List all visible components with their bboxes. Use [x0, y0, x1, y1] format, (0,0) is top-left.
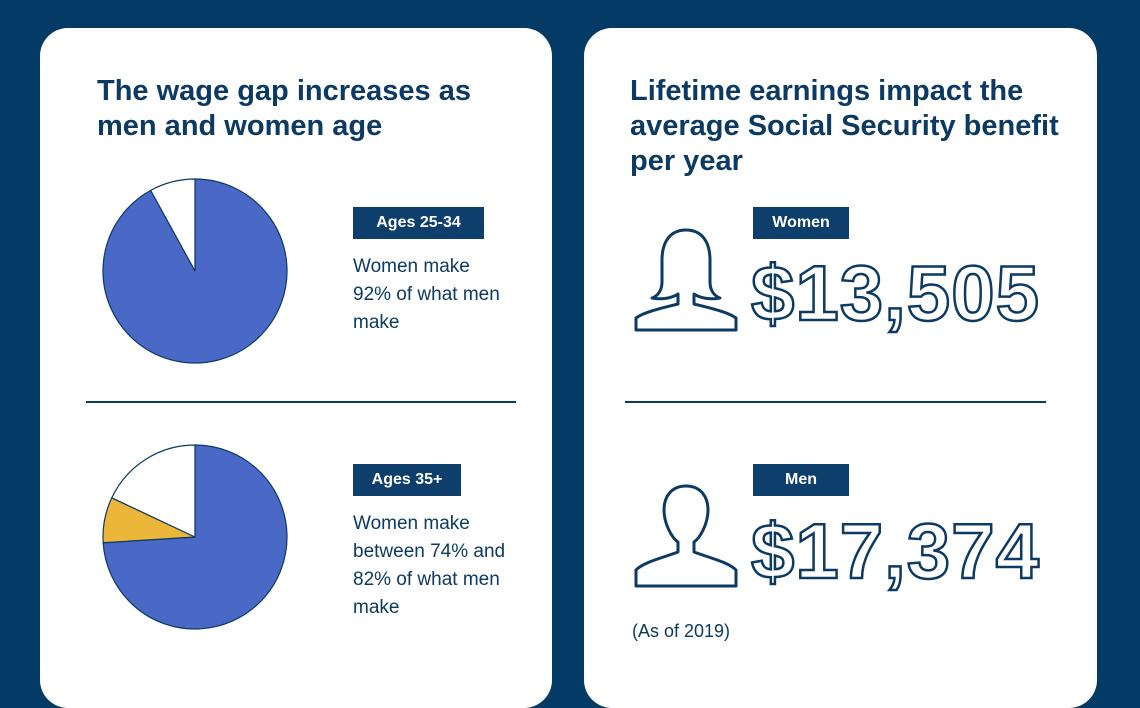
pie-slice-2	[149, 178, 196, 272]
woman-icon	[634, 228, 738, 332]
social-security-card: Lifetime earnings impact the average Soc…	[584, 28, 1097, 708]
social-security-title: Lifetime earnings impact the average Soc…	[630, 75, 1059, 177]
ages-25-34-description: Women make 92% of what men make	[353, 256, 500, 333]
pie-chart-ages-25-34	[102, 178, 288, 364]
as-of-note: (As of 2019)	[632, 621, 731, 641]
women-tag: Women	[753, 207, 849, 239]
section-divider	[625, 401, 1046, 403]
men-benefit-value: $17,374	[750, 507, 1040, 595]
ages-35-plus-tag: Ages 35+	[353, 464, 461, 496]
section-divider	[86, 401, 516, 403]
pie-slice-3	[110, 444, 196, 538]
wage-gap-card: The wage gap increases as men and women …	[40, 28, 552, 708]
man-icon	[634, 484, 738, 588]
ages-35-plus-description: Women make between 74% and 82% of what m…	[353, 513, 506, 618]
wage-gap-title: The wage gap increases as men and women …	[97, 75, 471, 142]
women-benefit-value: $13,505	[750, 249, 1040, 337]
men-tag: Men	[753, 464, 849, 496]
ages-25-34-tag: Ages 25-34	[353, 207, 484, 239]
pie-chart-ages-35-plus	[102, 444, 288, 630]
